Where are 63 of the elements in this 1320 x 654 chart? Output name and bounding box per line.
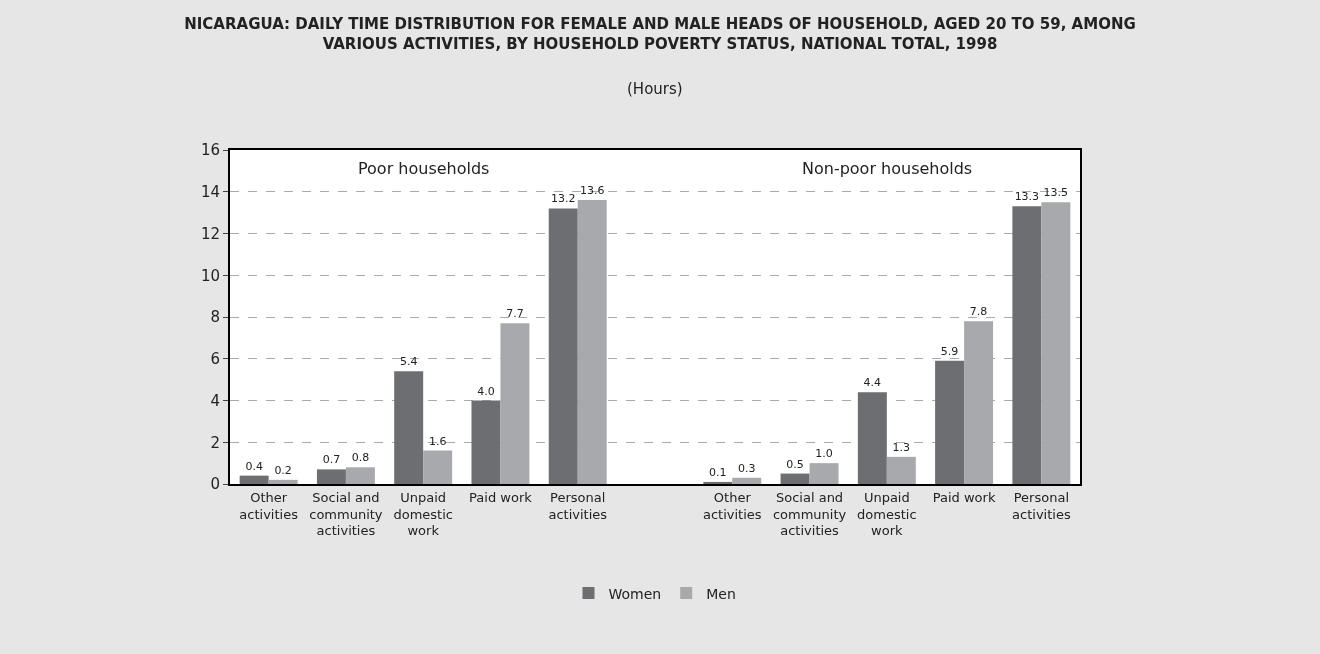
bar — [268, 479, 298, 484]
bar — [239, 475, 269, 484]
bar — [935, 360, 965, 484]
y-tick-label: 14 — [200, 183, 220, 201]
data-label: 13.3 — [1014, 190, 1040, 204]
annotation: Non-poor households — [802, 159, 973, 178]
chart-title: NICARAGUA: DAILY TIME DISTRIBUTION FOR FEMALE AND MALE HEADS OF HOUSEHOLD, AGED 20 TO 59, AMONG VARIOUS ACTIVITIES, BY HOUSEHOLD POVERTY STATUS, NATIONAL TOTAL, 1998 — [184, 15, 1136, 53]
x-tick-label: Other activities — [702, 489, 762, 522]
data-label: 0.4 — [245, 459, 263, 473]
bar — [394, 371, 424, 484]
bar — [1012, 206, 1042, 484]
chart-subtitle: (Hours) — [627, 80, 683, 98]
x-tick-label: Paid work — [932, 489, 996, 505]
data-label: 1.3 — [892, 440, 911, 454]
x-tick-label: Unpaid domestic work — [393, 489, 453, 539]
data-label: 0.3 — [738, 461, 756, 475]
y-tick-label: 12 — [200, 224, 220, 243]
y-tick-label: 8 — [210, 308, 220, 327]
x-tick-label: Paid work — [469, 489, 533, 505]
x-tick-label: Unpaid domestic work — [857, 489, 917, 539]
bar — [780, 473, 810, 484]
bar — [316, 469, 346, 484]
x-tick-label: Personal activities — [1012, 489, 1071, 522]
data-label: 13.5 — [1043, 186, 1069, 200]
bar — [345, 467, 375, 484]
data-label: 1.0 — [815, 447, 833, 461]
bar — [857, 392, 887, 484]
x-tick-label: Social and community activities — [772, 489, 847, 539]
data-label: 1.6 — [428, 434, 447, 448]
data-label: 7.8 — [969, 305, 988, 319]
bar — [886, 456, 916, 484]
bar — [809, 463, 839, 484]
data-label: 0.1 — [709, 465, 727, 479]
legend-label: Men — [706, 585, 736, 602]
data-label: 0.7 — [322, 453, 341, 467]
data-label: 0.2 — [274, 463, 292, 477]
y-tick-label: 10 — [200, 266, 220, 285]
y-tick-label: 4 — [210, 391, 220, 410]
data-label: 5.4 — [399, 355, 418, 369]
bar — [732, 477, 762, 484]
legend-label: Women — [608, 585, 662, 602]
data-label: 4.0 — [477, 384, 495, 398]
data-label: 5.9 — [940, 344, 959, 358]
bar — [1041, 202, 1071, 484]
bar — [423, 450, 453, 484]
x-tick-label: Social and community activities — [309, 489, 383, 539]
bar — [471, 400, 501, 484]
data-label: 13.6 — [579, 184, 605, 198]
x-tick-label: Personal activities — [548, 489, 608, 522]
y-tick-label: 2 — [210, 433, 220, 452]
y-tick-label: 6 — [210, 350, 220, 368]
data-label: 0.8 — [351, 451, 370, 465]
y-tick-label: 0 — [210, 475, 220, 494]
data-label: 4.4 — [863, 376, 882, 390]
data-label: 13.2 — [550, 192, 576, 206]
y-tick-label: 16 — [200, 141, 220, 160]
bar — [703, 481, 733, 484]
bar — [500, 323, 530, 484]
bar — [548, 208, 578, 484]
x-tick-label: Other activities — [239, 489, 299, 522]
annotation: Poor households — [358, 159, 490, 178]
data-label: 0.5 — [786, 457, 804, 471]
data-label: 7.7 — [506, 307, 524, 321]
